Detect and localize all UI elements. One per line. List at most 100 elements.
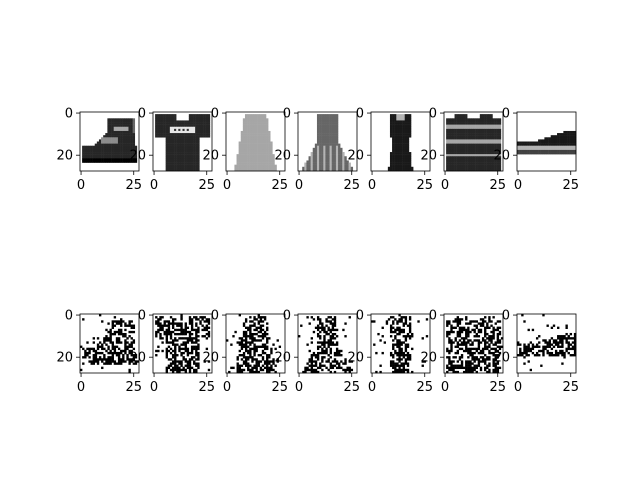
pixel — [314, 154, 318, 157]
pixel — [561, 147, 564, 151]
pixel — [242, 335, 246, 338]
pixel — [488, 128, 491, 132]
pixel — [270, 158, 273, 161]
pixel — [174, 318, 177, 321]
pixel — [266, 141, 269, 144]
pixel — [496, 368, 500, 372]
pixel — [321, 143, 324, 146]
pixel — [450, 343, 453, 346]
pixel — [394, 141, 397, 144]
pixel — [450, 137, 453, 140]
pixel — [490, 130, 493, 134]
pixel — [193, 118, 196, 121]
pixel — [109, 130, 112, 134]
pixel — [255, 137, 258, 140]
pixel — [398, 114, 401, 117]
pixel — [335, 335, 339, 338]
pixel — [184, 158, 187, 161]
pixel — [462, 349, 466, 353]
pixel — [479, 152, 483, 155]
pixel — [477, 120, 481, 123]
pixel — [465, 130, 468, 134]
pixel — [109, 126, 112, 130]
pixel — [165, 354, 168, 357]
pixel — [392, 320, 395, 323]
pixel — [488, 362, 491, 365]
pixel — [96, 347, 100, 351]
pixel — [484, 141, 487, 144]
pixel — [546, 324, 549, 327]
pixel — [178, 362, 181, 365]
pixel — [571, 133, 575, 136]
pixel — [165, 124, 168, 127]
pixel — [327, 133, 330, 136]
pixel — [205, 124, 209, 127]
pixel — [251, 358, 254, 361]
pixel — [174, 347, 177, 351]
pixel — [155, 332, 158, 336]
pixel — [184, 133, 187, 136]
pixel — [182, 141, 185, 144]
pixel — [188, 130, 192, 134]
pixel — [308, 364, 311, 367]
pixel — [458, 364, 462, 367]
pixel — [86, 156, 89, 159]
pixel — [203, 328, 206, 332]
pixel — [120, 118, 123, 121]
pixel — [98, 341, 102, 344]
pixel — [98, 314, 102, 317]
pixel — [266, 166, 269, 170]
pixel — [329, 141, 332, 144]
pixel — [120, 358, 123, 361]
pixel — [176, 147, 179, 151]
pixel — [465, 128, 468, 132]
pixel — [117, 120, 121, 123]
pixel — [538, 139, 541, 142]
pixel — [109, 358, 112, 361]
pixel — [462, 145, 466, 149]
pixel — [548, 137, 551, 140]
pixel — [494, 156, 497, 159]
pixel — [249, 324, 252, 327]
pixel — [178, 133, 181, 136]
pixel — [261, 135, 265, 138]
pixel — [458, 133, 462, 136]
x-tick-label: 0 — [514, 178, 522, 193]
pixel — [456, 370, 459, 374]
pixel — [130, 139, 133, 142]
pixel — [171, 164, 175, 168]
pixel — [184, 149, 187, 153]
pixel — [327, 137, 330, 140]
pixel — [559, 141, 562, 144]
pixel — [88, 351, 91, 355]
pixel — [193, 133, 196, 136]
pixel — [167, 366, 171, 370]
pixel — [454, 320, 457, 323]
pixel — [174, 345, 177, 348]
pixel — [335, 130, 339, 134]
pixel — [124, 135, 127, 138]
pixel — [477, 328, 481, 332]
pixel — [193, 168, 196, 172]
pixel — [525, 145, 528, 149]
pixel — [481, 135, 485, 138]
pixel — [195, 149, 198, 153]
pixel — [159, 133, 162, 136]
pixel — [98, 152, 102, 155]
pixel — [323, 122, 326, 125]
pixel — [115, 158, 119, 161]
pixel — [325, 341, 328, 344]
pixel — [109, 145, 112, 149]
pixel — [375, 370, 378, 374]
pixel — [268, 360, 271, 363]
pixel — [124, 351, 127, 355]
pixel — [400, 116, 403, 119]
pixel — [460, 118, 464, 121]
pixel — [132, 139, 136, 142]
pixel — [236, 162, 239, 165]
pixel — [406, 356, 410, 359]
pixel — [484, 316, 487, 319]
pixel — [392, 343, 395, 346]
pixel — [458, 143, 462, 146]
pixel — [448, 351, 451, 355]
